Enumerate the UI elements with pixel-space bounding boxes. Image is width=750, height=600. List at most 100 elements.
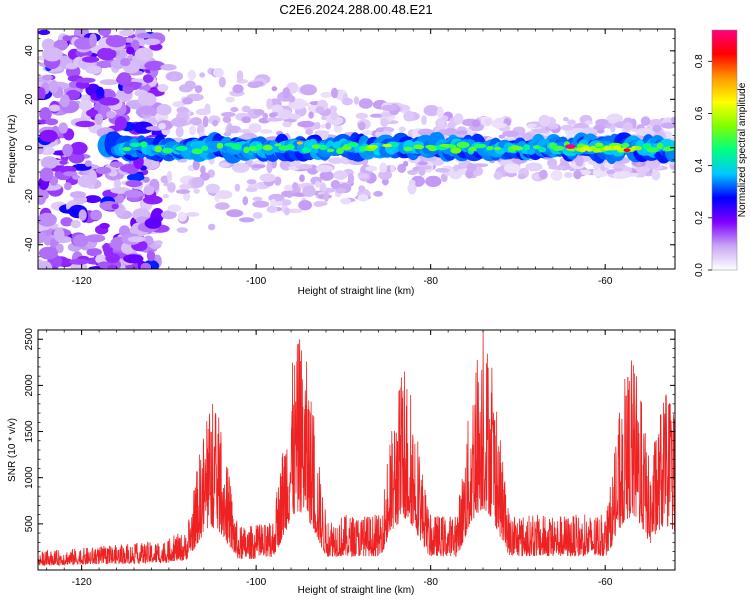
heat-blob [122, 146, 132, 152]
heat-blob [232, 84, 244, 94]
heat-blob [185, 212, 200, 217]
heat-blob [131, 39, 140, 51]
heat-blob [48, 79, 59, 94]
heat-blob [563, 117, 569, 122]
y-tick-label: 2000 [24, 374, 35, 397]
snr-x-axis: -120 -100 -80 -60 [46, 330, 676, 588]
heat-blob [89, 33, 97, 48]
heat-blob [548, 165, 566, 170]
heat-blob [192, 176, 205, 188]
heat-blob [154, 240, 163, 246]
heat-blob [552, 145, 565, 151]
heat-blob [301, 147, 312, 154]
heat-blob [114, 194, 124, 204]
heat-blob [76, 77, 96, 84]
y-tick-label: 0 [24, 145, 35, 151]
heat-blob [96, 47, 117, 61]
heat-blob [595, 118, 609, 126]
heat-blob [200, 165, 206, 175]
heat-blob [73, 234, 89, 248]
heat-blob [38, 192, 46, 205]
heat-blob [218, 162, 230, 168]
heat-blob [202, 115, 209, 128]
heat-blob [340, 197, 351, 205]
heat-blob [305, 128, 314, 135]
heat-blob [176, 227, 188, 233]
heat-blob [355, 112, 368, 119]
heat-blob [436, 106, 444, 119]
heat-blob [670, 116, 675, 124]
heat-blob [191, 148, 203, 155]
heat-blob [140, 141, 148, 148]
heat-blob [418, 166, 426, 176]
heat-blob [302, 185, 316, 197]
heat-blob [327, 148, 335, 153]
heat-blob [379, 162, 388, 173]
heat-blob [215, 190, 233, 200]
heat-blob [106, 264, 118, 269]
heat-blob [53, 227, 65, 242]
heat-blob [298, 200, 312, 211]
heat-blob [123, 254, 144, 264]
heat-blob [127, 236, 146, 243]
heat-blob [375, 127, 385, 133]
heat-blob [38, 29, 51, 35]
heat-blob [296, 141, 303, 145]
heat-blob [63, 171, 78, 177]
heat-blob [623, 148, 631, 153]
heat-blob [621, 142, 630, 148]
heat-blob [266, 117, 283, 122]
heat-blob [39, 129, 58, 142]
heat-blob [335, 187, 347, 194]
heat-blob [353, 96, 359, 105]
heat-blob [218, 76, 226, 88]
heat-blob [315, 164, 334, 173]
heat-blob [247, 81, 262, 89]
heat-blob [109, 161, 123, 168]
heat-blob [328, 157, 344, 165]
heat-blob [381, 104, 398, 112]
heat-blob [378, 170, 393, 180]
heat-blob [160, 64, 177, 71]
heat-blob [208, 223, 216, 231]
heat-blob [212, 119, 219, 127]
colorbar-tick-label: 0.0 [694, 263, 705, 277]
y-tick-label: -40 [24, 237, 35, 252]
heat-blob [565, 144, 576, 150]
heat-blob [58, 122, 68, 134]
heat-blob [86, 248, 102, 257]
heat-blob [320, 124, 327, 129]
heat-blob [42, 47, 63, 62]
heat-blob [222, 116, 232, 123]
heat-blob [538, 114, 551, 127]
heat-blob [398, 126, 406, 133]
heat-blob [623, 122, 633, 131]
heat-blob [154, 145, 162, 153]
heat-blob [650, 118, 663, 128]
heat-blob [358, 185, 366, 192]
colorbar-label: Normalized spectral amplitude [737, 82, 748, 217]
heat-blob [320, 91, 333, 98]
heat-blob [177, 211, 187, 222]
heat-blob [213, 67, 224, 78]
heat-blob [299, 174, 305, 182]
heat-blob [593, 125, 606, 130]
x-tick-label: -60 [598, 276, 613, 287]
heat-blob [357, 173, 369, 179]
heat-blob [606, 118, 619, 123]
heat-blob [111, 203, 119, 210]
heat-blob [60, 94, 70, 108]
heat-blob [584, 120, 593, 125]
heat-blob [231, 143, 242, 150]
heat-blob [40, 156, 58, 170]
heat-blob [651, 169, 661, 181]
heat-blob [260, 129, 273, 134]
heat-blob [548, 123, 559, 130]
heat-blob [163, 182, 173, 187]
heat-blob [357, 194, 369, 202]
heat-blob [88, 169, 97, 185]
heat-blob [132, 121, 154, 134]
heat-blob [157, 84, 169, 92]
heat-blob [134, 47, 154, 62]
heat-blob [113, 179, 122, 189]
